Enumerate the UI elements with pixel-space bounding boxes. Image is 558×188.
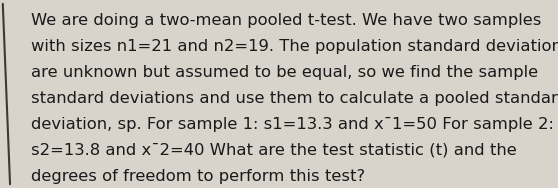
Text: with sizes n1=21 and n2=19. The population standard deviations: with sizes n1=21 and n2=19. The populati…: [31, 39, 558, 54]
Text: are unknown but assumed to be equal, so we find the sample: are unknown but assumed to be equal, so …: [31, 65, 538, 80]
Text: deviation, sp. For sample 1: s1=13.3 and x¯1=50 For sample 2:: deviation, sp. For sample 1: s1=13.3 and…: [31, 117, 554, 132]
Text: s2=13.8 and x¯2=40 What are the test statistic (t) and the: s2=13.8 and x¯2=40 What are the test sta…: [31, 143, 517, 158]
Text: standard deviations and use them to calculate a pooled standard: standard deviations and use them to calc…: [31, 91, 558, 106]
Text: degrees of freedom to perform this test?: degrees of freedom to perform this test?: [31, 169, 365, 184]
Text: We are doing a two-mean pooled t-test. We have two samples: We are doing a two-mean pooled t-test. W…: [31, 13, 541, 28]
